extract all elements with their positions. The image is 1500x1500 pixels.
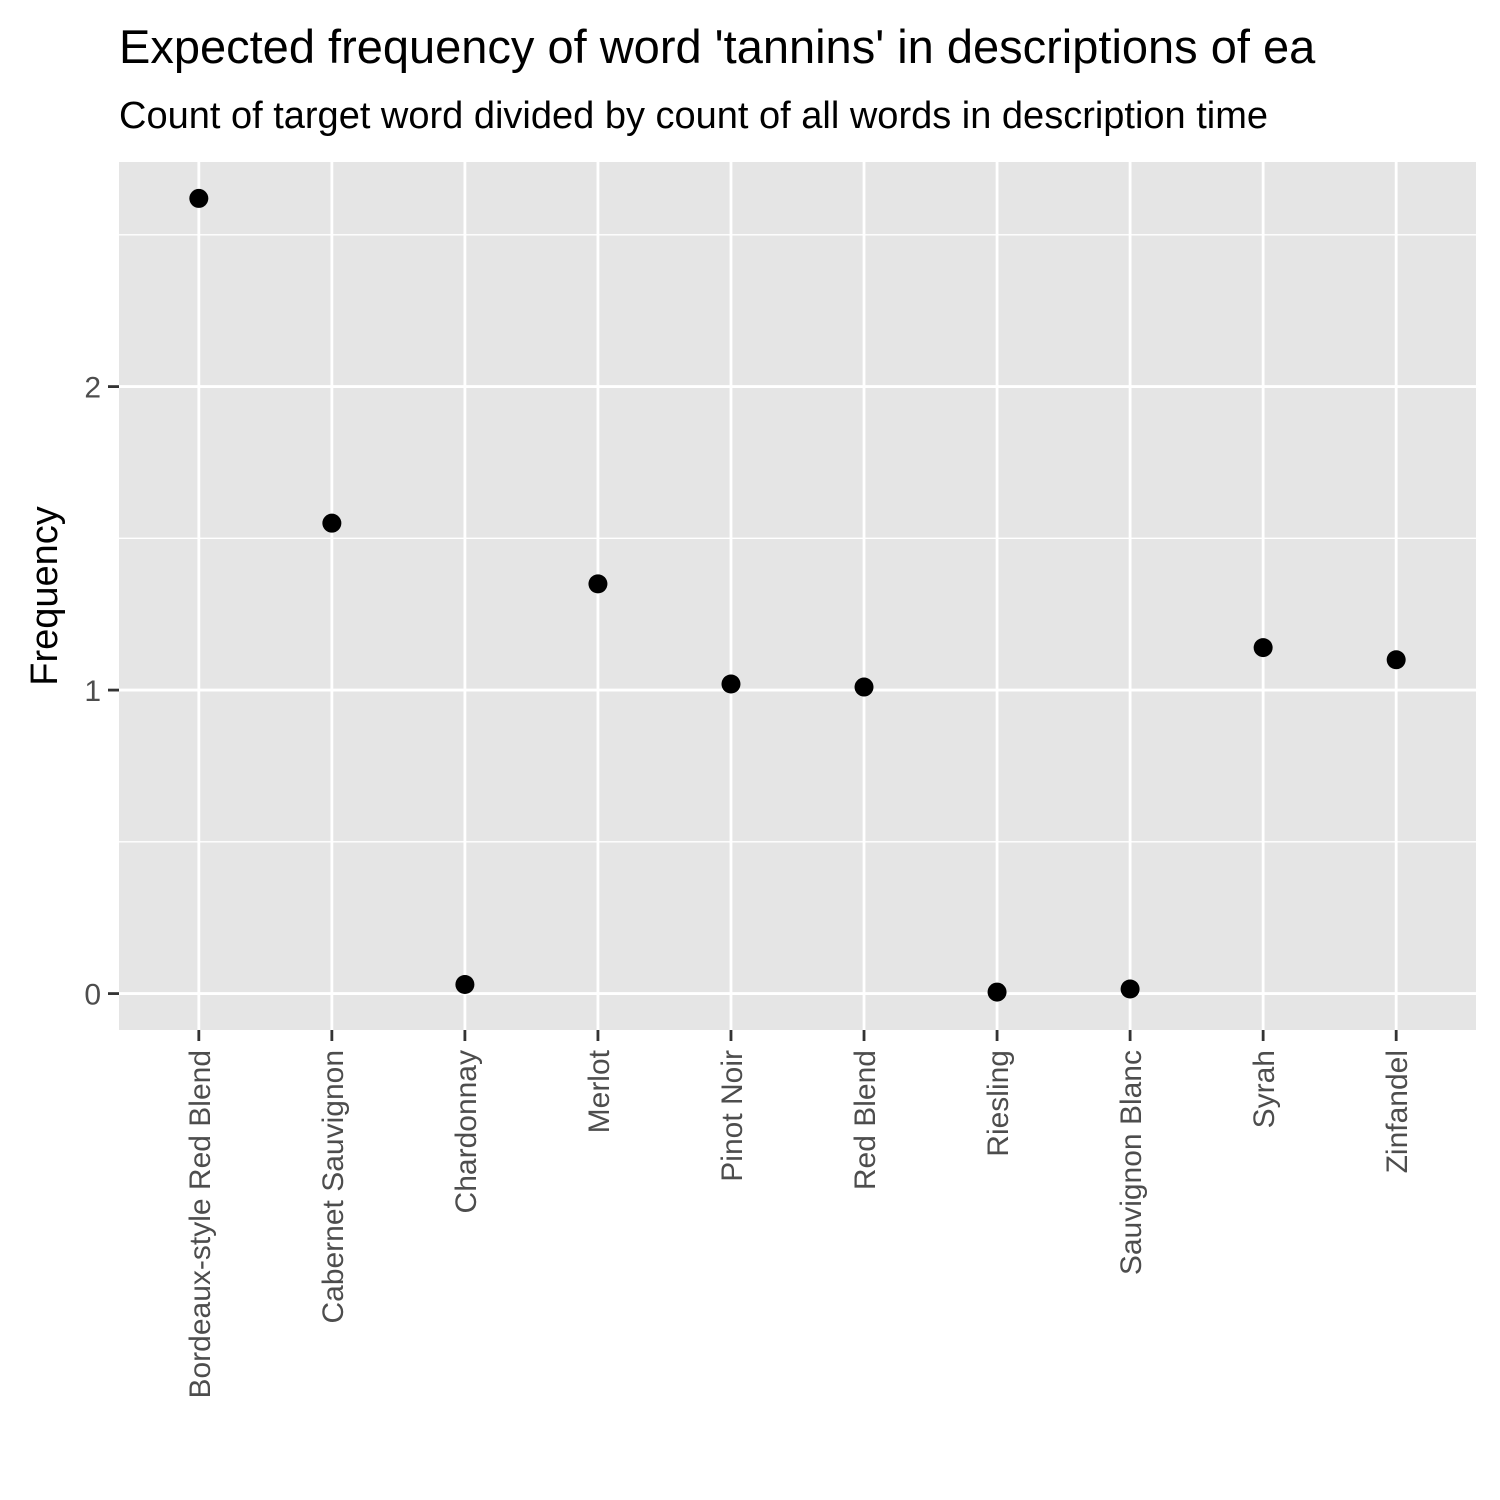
data-point — [721, 674, 741, 694]
x-tick-label: Chardonnay — [450, 1050, 483, 1213]
y-axis-title: Frequency — [24, 506, 66, 686]
data-point — [455, 974, 475, 994]
x-tick-label: Bordeaux-style Red Blend — [184, 1050, 217, 1399]
y-tick-label: 2 — [84, 372, 101, 405]
y-tick-label: 0 — [84, 979, 101, 1012]
data-point — [1120, 979, 1140, 999]
data-point — [987, 982, 1007, 1002]
data-point — [854, 677, 874, 697]
major-gridlines — [119, 162, 1476, 1030]
x-tick-label: Syrah — [1248, 1050, 1281, 1128]
data-point — [588, 574, 608, 594]
chart-title: Expected frequency of word 'tannins' in … — [119, 20, 1316, 73]
y-tick-label: 1 — [84, 675, 101, 708]
chart-subtitle: Count of target word divided by count of… — [119, 95, 1268, 137]
data-points — [189, 188, 1406, 1002]
x-tick-label: Zinfandel — [1381, 1050, 1414, 1173]
x-tick-label: Red Blend — [849, 1050, 882, 1190]
plot-panel — [119, 162, 1476, 1030]
x-tick-label: Riesling — [982, 1050, 1015, 1157]
data-point — [189, 188, 209, 208]
data-point — [1253, 638, 1273, 658]
y-axis: 0 1 2 — [84, 372, 119, 1012]
x-tick-label: Merlot — [583, 1049, 616, 1133]
x-tick-label: Sauvignon Blanc — [1115, 1050, 1148, 1275]
minor-gridlines — [119, 234, 1476, 843]
x-tick-label: Pinot Noir — [716, 1050, 749, 1182]
data-point — [322, 513, 342, 533]
x-axis: Bordeaux-style Red Blend Cabernet Sauvign… — [184, 1030, 1414, 1399]
x-tick-label: Cabernet Sauvignon — [317, 1050, 350, 1324]
data-point — [1386, 650, 1406, 670]
